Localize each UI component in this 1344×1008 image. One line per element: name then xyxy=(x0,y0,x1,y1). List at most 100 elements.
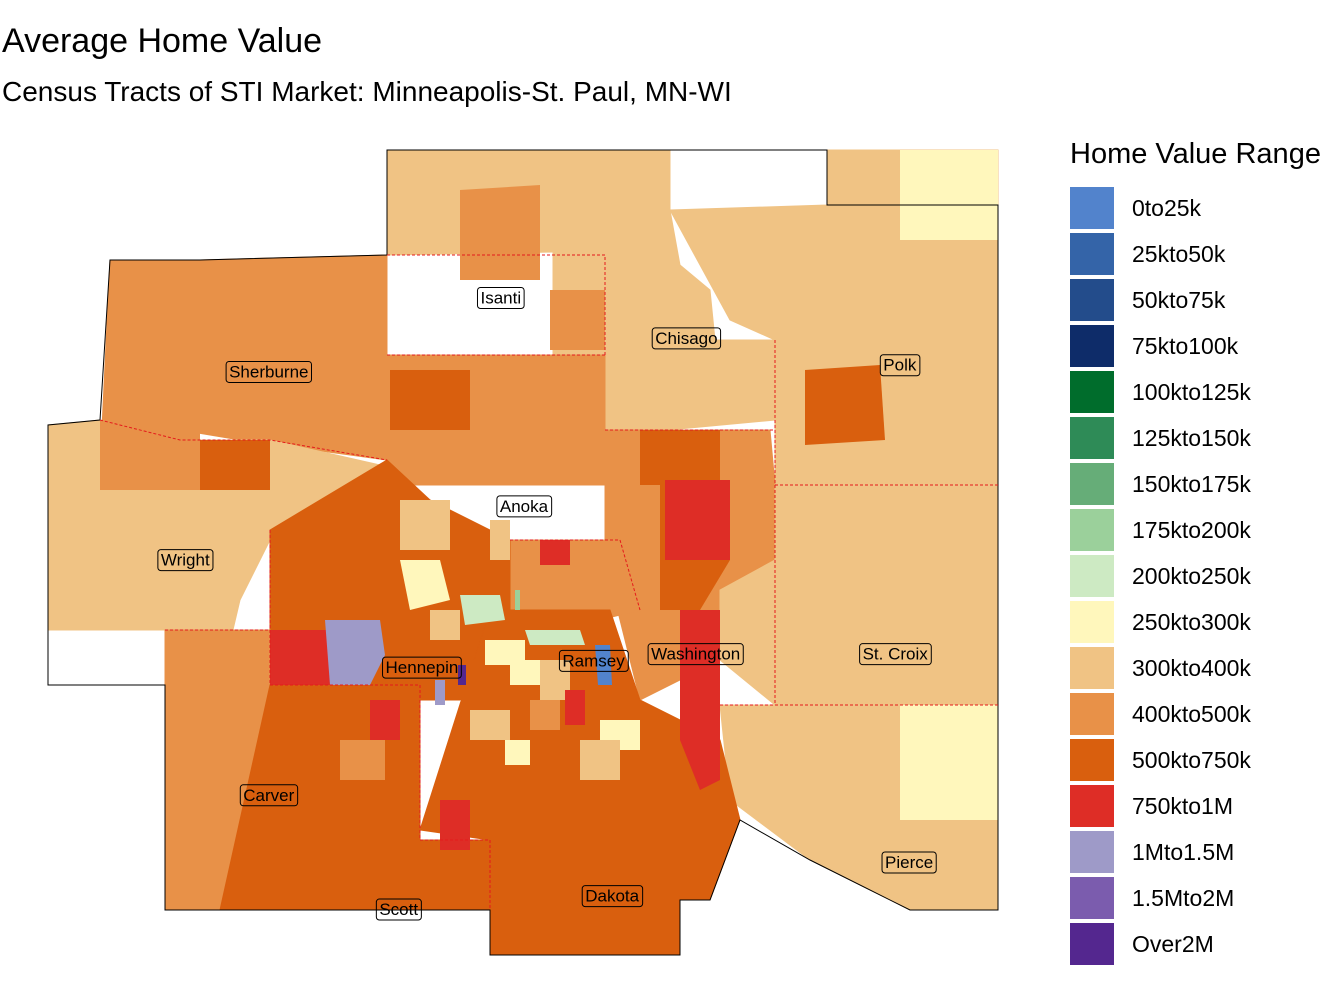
county-label-text: Chisago xyxy=(655,329,717,348)
legend-label: 25kto50k xyxy=(1132,240,1226,267)
county-label-layer: Isanti Chisago Polk Sherburne Anoka Wright Was… xyxy=(157,287,937,921)
urban-tract-fill xyxy=(540,540,570,565)
county-label-text: Scott xyxy=(379,900,418,919)
county-label: Washington xyxy=(647,643,744,666)
county-label-text: Polk xyxy=(883,356,917,375)
legend-item: 50kto75k xyxy=(1070,277,1321,323)
county-label-text: Carver xyxy=(243,786,294,805)
county-label: Sherburne xyxy=(225,360,312,383)
legend-label: 0to25k xyxy=(1132,194,1202,221)
tract-fill xyxy=(900,150,998,240)
county-label: Ramsey xyxy=(558,649,629,672)
legend-swatch xyxy=(1070,555,1114,597)
legend-item: Over2M xyxy=(1070,921,1321,967)
legend-swatch xyxy=(1070,831,1114,873)
county-label-box xyxy=(225,360,312,383)
legend-item: 250kto300k xyxy=(1070,599,1321,645)
legend-swatch xyxy=(1070,463,1114,505)
urban-tract-fill xyxy=(565,690,585,725)
tract-fill xyxy=(490,520,510,560)
county-label-text: Dakota xyxy=(585,887,639,906)
county-label: Scott xyxy=(375,898,422,921)
tract-fill xyxy=(640,430,720,485)
legend-item: 1.5Mto2M xyxy=(1070,875,1321,921)
county-label: Carver xyxy=(239,784,299,807)
legend-item: 100kto125k xyxy=(1070,369,1321,415)
county-border xyxy=(387,254,606,355)
legend-swatch xyxy=(1070,417,1114,459)
legend-label: 175kto200k xyxy=(1132,516,1251,543)
map-title: Average Home Value xyxy=(2,22,323,60)
legend-label: 750kto1M xyxy=(1132,792,1234,819)
county-border xyxy=(510,539,641,611)
urban-tract-fill xyxy=(430,610,460,640)
legend-label: 1.5Mto2M xyxy=(1132,884,1235,911)
county-label-box xyxy=(651,327,722,350)
urban-tract-fill xyxy=(510,660,540,685)
map-subtitle: Census Tracts of STI Market: Minneapolis… xyxy=(2,76,732,107)
legend-item: 25kto50k xyxy=(1070,231,1321,277)
county-label: Anoka xyxy=(496,495,553,518)
urban-tract-fill xyxy=(435,680,445,705)
legend-label: 200kto250k xyxy=(1132,562,1251,589)
county-label-box xyxy=(879,354,921,377)
legend-label: 250kto300k xyxy=(1132,608,1251,635)
urban-tract-fill xyxy=(440,800,470,850)
urban-tract-fill xyxy=(470,710,510,740)
legend-swatch xyxy=(1070,509,1114,551)
county-label-box xyxy=(476,287,525,310)
county-label-box xyxy=(859,643,932,666)
legend-swatch xyxy=(1070,371,1114,413)
tract-fill xyxy=(460,660,520,700)
study-area-outline xyxy=(47,149,999,956)
legend-label: 150kto175k xyxy=(1132,470,1251,497)
legend: Home Value Range 0to25k 25kto50k 50kto75k 7… xyxy=(1070,138,1321,967)
urban-tract-fill xyxy=(485,640,525,665)
legend-swatch xyxy=(1070,601,1114,643)
tract-fill xyxy=(680,610,720,790)
legend-swatch xyxy=(1070,785,1114,827)
urban-tract-fill xyxy=(400,610,430,640)
county-label-box xyxy=(881,851,937,874)
county-label: Chisago xyxy=(651,327,722,350)
tract-fill xyxy=(100,420,200,490)
legend-label: 1Mto1.5M xyxy=(1132,838,1235,865)
county-border-layer xyxy=(47,149,999,956)
county-label: Wright xyxy=(157,549,214,572)
tract-fill xyxy=(390,370,470,430)
county-label-text: Pierce xyxy=(885,853,933,872)
legend-item: 125kto150k xyxy=(1070,415,1321,461)
urban-tract-fill xyxy=(340,740,385,780)
county-label-box xyxy=(496,495,553,518)
county-label-box xyxy=(558,649,629,672)
tract-fill xyxy=(200,440,270,490)
urban-tract-fill xyxy=(458,665,466,685)
urban-tract-fill xyxy=(530,700,560,730)
urban-tract-fill xyxy=(505,740,530,765)
county-label: Dakota xyxy=(581,885,644,908)
region-fill xyxy=(509,539,641,621)
legend-item: 0to25k xyxy=(1070,185,1321,231)
legend-item: 200kto250k xyxy=(1070,553,1321,599)
urban-tract-fill xyxy=(580,740,620,780)
legend-item: 750kto1M xyxy=(1070,783,1321,829)
legend-swatch xyxy=(1070,325,1114,367)
tract-fill xyxy=(550,290,605,350)
legend-item: 150kto175k xyxy=(1070,461,1321,507)
legend-swatch xyxy=(1070,187,1114,229)
urban-tract-fill xyxy=(370,700,400,740)
county-label-text: Wright xyxy=(161,551,210,570)
legend-label: 125kto150k xyxy=(1132,424,1251,451)
county-border xyxy=(269,530,491,910)
urban-tract-fill xyxy=(400,560,450,610)
legend-item: 1Mto1.5M xyxy=(1070,829,1321,875)
legend-title: Home Value Range xyxy=(1070,138,1321,170)
legend-swatch xyxy=(1070,877,1114,919)
tract-fill xyxy=(805,365,885,445)
legend-swatch xyxy=(1070,739,1114,781)
county-border xyxy=(99,419,388,461)
legend-swatch xyxy=(1070,233,1114,275)
legend-label: 500kto750k xyxy=(1132,746,1251,773)
census-tract-layer xyxy=(47,149,999,956)
legend-item: 75kto100k xyxy=(1070,323,1321,369)
